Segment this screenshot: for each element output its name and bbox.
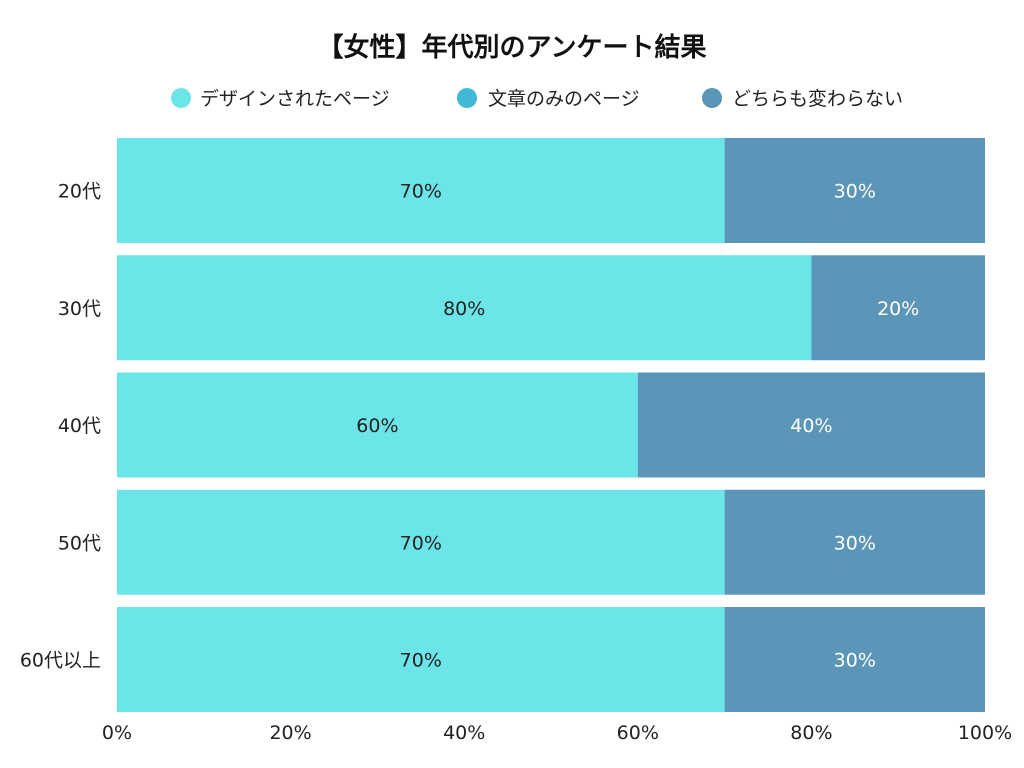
legend-item-0[interactable]: デザインされたページ [171, 88, 390, 110]
bar-segment-4-0 [117, 607, 725, 712]
bar-area: 70% 30% 80% 20% 60% 40% 70% 30% 70% 30% [117, 138, 985, 712]
data-label-1-0: 80% [443, 298, 485, 320]
legend-label-1: 文章のみのページ [488, 88, 640, 110]
x-tick-label-2: 40% [443, 722, 485, 744]
x-tick-label-0: 0% [102, 722, 132, 744]
bar-segment-3-0 [117, 489, 725, 595]
x-tick-label-5: 100% [958, 722, 1012, 744]
data-label-4-0: 70% [400, 650, 442, 672]
x-tick-label-3: 60% [617, 722, 659, 744]
legend: デザインされたページ 文章のみのページ どちらも変わらない [171, 88, 903, 110]
bar-segment-3-2 [724, 489, 985, 595]
legend-swatch-1 [457, 88, 477, 108]
data-label-0-0: 70% [400, 181, 442, 203]
bar-segment-0-0 [117, 138, 725, 243]
category-labels: 20代 30代 40代 50代 60代以上 [20, 181, 101, 672]
data-label-3-2: 30% [834, 532, 876, 554]
legend-swatch-0 [171, 88, 191, 108]
category-label-0: 20代 [58, 181, 101, 203]
bar-segment-1-2 [811, 255, 985, 361]
bar-segment-2-2 [637, 372, 985, 478]
legend-swatch-2 [702, 88, 722, 108]
x-axis-tick-labels: 0% 20% 40% 60% 80% 100% [102, 722, 1012, 744]
bar-segment-0-2 [724, 138, 985, 243]
data-label-4-2: 30% [834, 650, 876, 672]
legend-label-0: デザインされたページ [200, 88, 390, 110]
bar-segment-1-0 [117, 255, 812, 361]
legend-item-2[interactable]: どちらも変わらない [702, 88, 903, 110]
data-label-1-2: 20% [877, 298, 919, 320]
data-label-2-2: 40% [790, 415, 832, 437]
x-tick-label-1: 20% [269, 722, 311, 744]
category-label-3: 50代 [58, 532, 101, 554]
bar-segment-4-2 [724, 607, 985, 712]
data-label-2-0: 60% [356, 415, 398, 437]
chart-title: 【女性】年代別のアンケート結果 [318, 32, 707, 63]
category-label-4: 60代以上 [20, 650, 101, 672]
bar-segment-2-0 [117, 372, 638, 478]
legend-label-2: どちらも変わらない [732, 88, 903, 110]
data-label-0-2: 30% [834, 181, 876, 203]
x-tick-label-4: 80% [790, 722, 832, 744]
legend-item-1[interactable]: 文章のみのページ [457, 88, 640, 110]
category-label-1: 30代 [58, 298, 101, 320]
data-label-3-0: 70% [400, 532, 442, 554]
category-label-2: 40代 [58, 415, 101, 437]
